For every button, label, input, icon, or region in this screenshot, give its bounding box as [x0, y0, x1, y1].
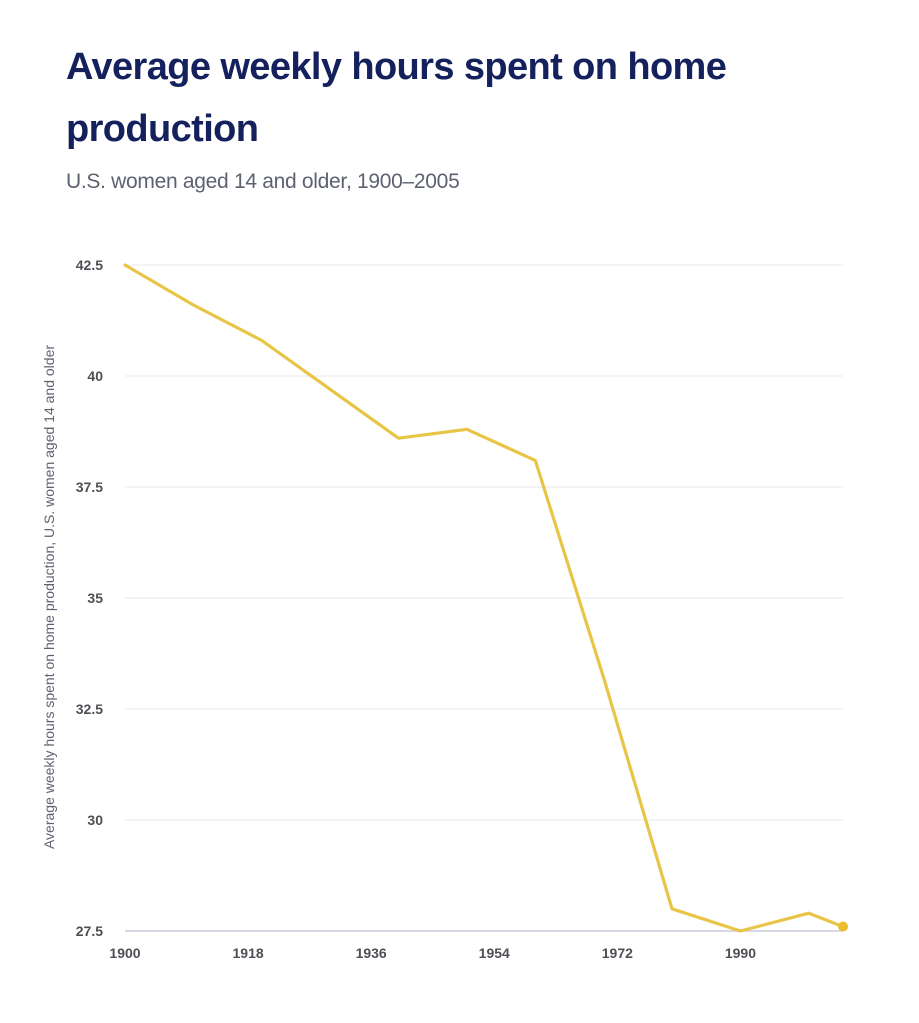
- y-tick-label: 42.5: [76, 257, 103, 273]
- y-tick-label: 32.5: [76, 701, 103, 717]
- y-tick-label: 35: [87, 590, 103, 606]
- y-tick-label: 27.5: [76, 923, 103, 939]
- gridlines: [125, 264, 843, 932]
- chart-title: Average weekly hours spent on home produ…: [66, 46, 727, 150]
- x-tick-label: 1972: [602, 945, 633, 961]
- x-axis-ticks: 1900 1918 1936 1954 1972 1990: [109, 945, 756, 961]
- series-line: [123, 263, 845, 933]
- end-point-marker: [838, 921, 848, 932]
- chart-subtitle: U.S. women aged 14 and older, 1900–2005: [66, 170, 460, 193]
- x-tick-label: 1918: [233, 945, 264, 961]
- x-tick-label: 1936: [356, 945, 387, 961]
- y-tick-label: 30: [87, 812, 103, 828]
- x-tick-label: 1954: [479, 945, 510, 961]
- x-tick-label: 1900: [109, 945, 140, 961]
- series-group: [123, 263, 848, 933]
- y-axis-ticks: 27.5 30 32.5 35 37.5 40 42.5: [76, 257, 103, 939]
- y-tick-label: 37.5: [76, 479, 103, 495]
- x-tick-label: 1990: [725, 945, 756, 961]
- y-axis-title: Average weekly hours spent on home produ…: [41, 345, 57, 849]
- y-tick-label: 40: [87, 368, 103, 384]
